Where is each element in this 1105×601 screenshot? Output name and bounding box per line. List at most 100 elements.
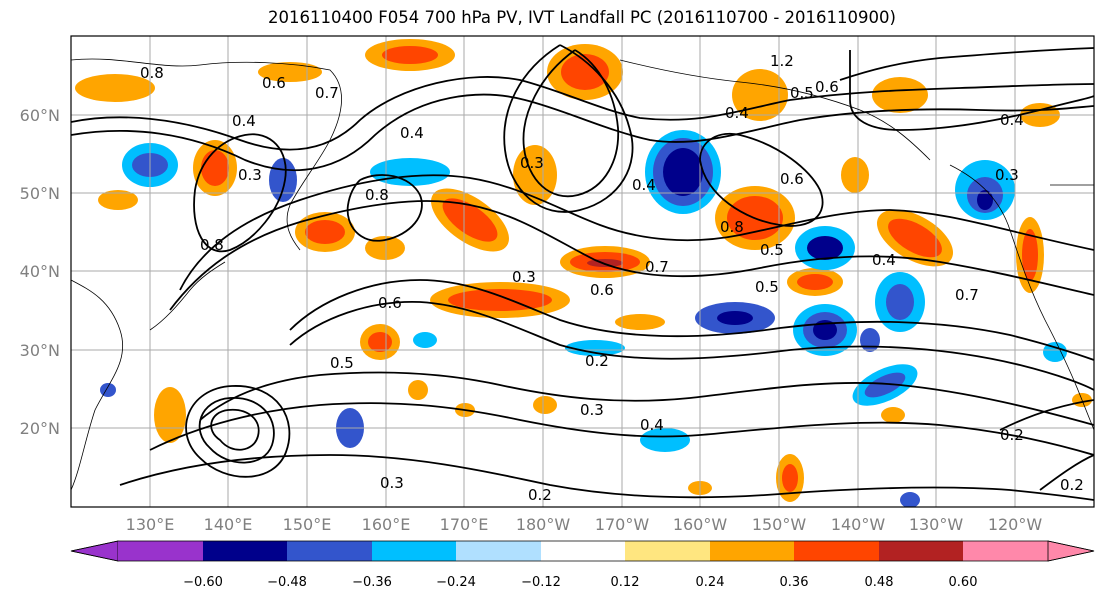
contour-label-layer: 0.6 0.7 0.4 0.3 0.8 0.6 0.3 0.4 0.5 0.3 … xyxy=(140,52,1084,504)
colorbar-tick-label: −0.60 xyxy=(183,575,223,590)
lon-label: 160°E xyxy=(362,515,411,534)
contour-label: 0.7 xyxy=(645,258,669,276)
contour-line xyxy=(71,93,1094,171)
neg-blob xyxy=(663,148,703,196)
neg-blob xyxy=(640,428,690,452)
colorbar-tick-label: 0.36 xyxy=(780,575,809,590)
contour-label: 0.6 xyxy=(780,170,804,188)
contour-label: 0.8 xyxy=(365,186,389,204)
contour-label: 0.4 xyxy=(640,416,664,434)
pos-blob xyxy=(1022,229,1038,281)
pos-blob xyxy=(98,190,138,210)
contour-label: 0.6 xyxy=(815,78,839,96)
longitude-labels: 130°E 140°E 150°E 160°E 170°E 180°W 170°… xyxy=(126,515,1043,534)
contour-label: 0.3 xyxy=(238,166,262,184)
lon-label: 150°E xyxy=(283,515,332,534)
lon-label: 120°W xyxy=(988,515,1043,534)
colorbar-segment xyxy=(879,541,963,561)
lat-label: 50°N xyxy=(20,184,60,203)
ivt-contours xyxy=(71,44,1094,501)
neg-blob xyxy=(100,383,116,397)
pos-blob xyxy=(75,74,155,102)
colorbar-segment xyxy=(287,541,372,561)
lat-label: 20°N xyxy=(20,419,60,438)
contour-label: 0.4 xyxy=(725,104,749,122)
contour-label: 0.6 xyxy=(590,281,614,299)
contour-line xyxy=(289,279,1094,361)
colorbar-segment xyxy=(963,541,1048,561)
colorbar-segment xyxy=(625,541,710,561)
colorbar-tick-label: 0.12 xyxy=(611,575,640,590)
contour-label: 0.2 xyxy=(585,352,609,370)
colorbar-tick-label: −0.24 xyxy=(436,575,476,590)
pos-blob xyxy=(533,396,557,414)
lat-label: 40°N xyxy=(20,262,60,281)
contour-label: 0.4 xyxy=(1000,111,1024,129)
pos-blob xyxy=(797,274,833,290)
pos-blob xyxy=(587,259,623,267)
pos-blob xyxy=(258,62,322,82)
contour-label: 0.3 xyxy=(520,154,544,172)
contour-label: 0.5 xyxy=(760,241,784,259)
contour-label: 0.4 xyxy=(872,251,896,269)
neg-blob xyxy=(565,340,625,356)
pos-blob xyxy=(841,157,869,193)
contour-label: 0.6 xyxy=(262,74,286,92)
contour-line xyxy=(210,408,260,451)
colorbar-segment xyxy=(541,541,625,561)
colorbar-tick-label: −0.12 xyxy=(521,575,561,590)
contour-line xyxy=(149,402,1094,456)
contour-line xyxy=(199,371,1094,426)
colorbar-extend-high xyxy=(1047,540,1095,562)
neg-blob xyxy=(977,190,993,210)
colorbar-outline xyxy=(70,540,1095,562)
neg-blob xyxy=(813,320,837,340)
pos-blob xyxy=(305,220,345,244)
contour-label: 0.6 xyxy=(378,294,402,312)
contour-label: 0.4 xyxy=(400,124,424,142)
pos-blob xyxy=(888,218,942,258)
pos-blob xyxy=(408,380,428,400)
neg-blob xyxy=(900,492,920,507)
coastline-asia xyxy=(71,279,124,491)
colorbar-tick-label: −0.48 xyxy=(267,575,307,590)
contour-label: 0.2 xyxy=(1000,426,1024,444)
contour-label: 0.5 xyxy=(790,84,814,102)
contour-line xyxy=(71,76,1094,151)
contour-label: 0.7 xyxy=(315,84,339,102)
contour-line xyxy=(193,133,287,253)
contour-line xyxy=(522,49,619,198)
contour-label: 0.3 xyxy=(380,474,404,492)
contour-line xyxy=(185,385,291,478)
coastline-namerica xyxy=(949,164,1094,431)
contour-label: 0.8 xyxy=(140,64,164,82)
pos-blob xyxy=(561,54,609,90)
contour-line xyxy=(999,399,1094,431)
contour-label: 0.5 xyxy=(330,354,354,372)
neg-blob xyxy=(717,311,753,325)
contour-line xyxy=(699,132,824,227)
neg-blob xyxy=(1043,342,1067,362)
lat-label: 60°N xyxy=(20,106,60,125)
contour-label: 0.3 xyxy=(995,166,1019,184)
lon-label: 130°W xyxy=(909,515,964,534)
colorbar-segment xyxy=(203,541,287,561)
lon-label: 140°W xyxy=(831,515,886,534)
pos-blob xyxy=(382,46,438,64)
lon-label: 130°E xyxy=(126,515,175,534)
pos-blob xyxy=(442,198,498,242)
contour-line xyxy=(198,397,275,464)
colorbar: −0.60 −0.48 −0.36 −0.24 −0.12 0.12 0.24 … xyxy=(70,540,1095,590)
lon-label: 140°E xyxy=(204,515,253,534)
contour-label: 0.3 xyxy=(512,268,536,286)
colorbar-segment xyxy=(118,541,203,561)
contour-line xyxy=(289,301,1094,391)
contour-line xyxy=(346,174,423,242)
colorbar-segment xyxy=(710,541,794,561)
contour-label: 0.7 xyxy=(955,286,979,304)
contour-line xyxy=(169,200,1094,311)
colorbar-tick-label: 0.60 xyxy=(949,575,978,590)
pos-blob xyxy=(201,150,229,186)
pos-blob xyxy=(732,69,788,121)
